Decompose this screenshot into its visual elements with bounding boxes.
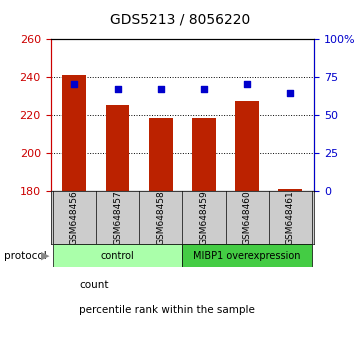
Text: control: control bbox=[101, 251, 134, 261]
Text: GSM648459: GSM648459 bbox=[199, 190, 208, 245]
Bar bbox=[235, 101, 259, 191]
Point bbox=[201, 86, 207, 92]
Point bbox=[114, 86, 120, 92]
Bar bbox=[149, 118, 173, 191]
Bar bbox=[278, 189, 302, 191]
Text: GSM648461: GSM648461 bbox=[286, 190, 295, 245]
Text: GSM648456: GSM648456 bbox=[70, 190, 79, 245]
Text: protocol: protocol bbox=[4, 251, 46, 261]
Point bbox=[158, 86, 164, 92]
Text: percentile rank within the sample: percentile rank within the sample bbox=[79, 305, 255, 315]
Text: count: count bbox=[79, 280, 109, 290]
Text: ▶: ▶ bbox=[41, 251, 49, 261]
Text: MIBP1 overexpression: MIBP1 overexpression bbox=[193, 251, 301, 261]
Point bbox=[244, 81, 250, 87]
Bar bbox=[62, 75, 86, 191]
Bar bbox=[53, 244, 182, 267]
Bar bbox=[192, 118, 216, 191]
Text: GSM648460: GSM648460 bbox=[243, 190, 252, 245]
Point bbox=[287, 90, 293, 96]
Text: GSM648457: GSM648457 bbox=[113, 190, 122, 245]
Point bbox=[71, 81, 77, 87]
Bar bbox=[106, 104, 129, 191]
Bar bbox=[182, 244, 312, 267]
Text: GDS5213 / 8056220: GDS5213 / 8056220 bbox=[110, 12, 251, 27]
Text: GSM648458: GSM648458 bbox=[156, 190, 165, 245]
